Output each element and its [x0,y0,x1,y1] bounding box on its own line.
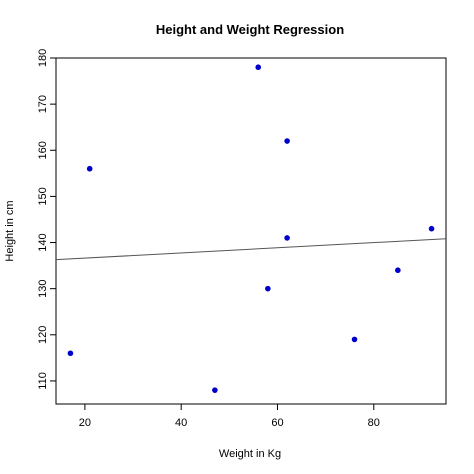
data-point [284,235,290,241]
y-tick-label: 170 [37,95,49,113]
regression-line-group [55,238,447,261]
y-tick-label: 140 [37,233,49,251]
y-axis-label: Height in cm [4,200,16,261]
chart-title: Height and Weight Regression [156,22,344,37]
data-point [284,138,290,144]
regression-line [55,238,447,261]
y-tick-label: 120 [37,326,49,344]
data-point [212,387,218,393]
x-axis-label: Weight in Kg [219,448,281,460]
y-tick-label: 150 [37,187,49,205]
y-tick-label: 180 [37,49,49,67]
y-axis: 110 120 130 140 150 160 170 180 [37,49,56,390]
plot-frame [55,57,447,405]
x-axis: 20 40 60 80 [79,404,380,429]
data-point [351,336,358,343]
y-tick-label: 160 [37,141,49,159]
x-tick-label: 20 [79,417,91,429]
y-tick-label: 130 [37,279,49,297]
data-point [255,64,262,71]
y-tick-label: 110 [37,372,49,390]
x-tick-label: 40 [175,417,187,429]
data-points [67,64,435,393]
data-point [67,350,74,357]
x-tick-label: 80 [368,417,380,429]
data-point [395,267,401,274]
data-point [265,285,271,292]
x-tick-label: 60 [271,417,283,429]
data-point [428,225,435,232]
data-point [86,165,93,172]
